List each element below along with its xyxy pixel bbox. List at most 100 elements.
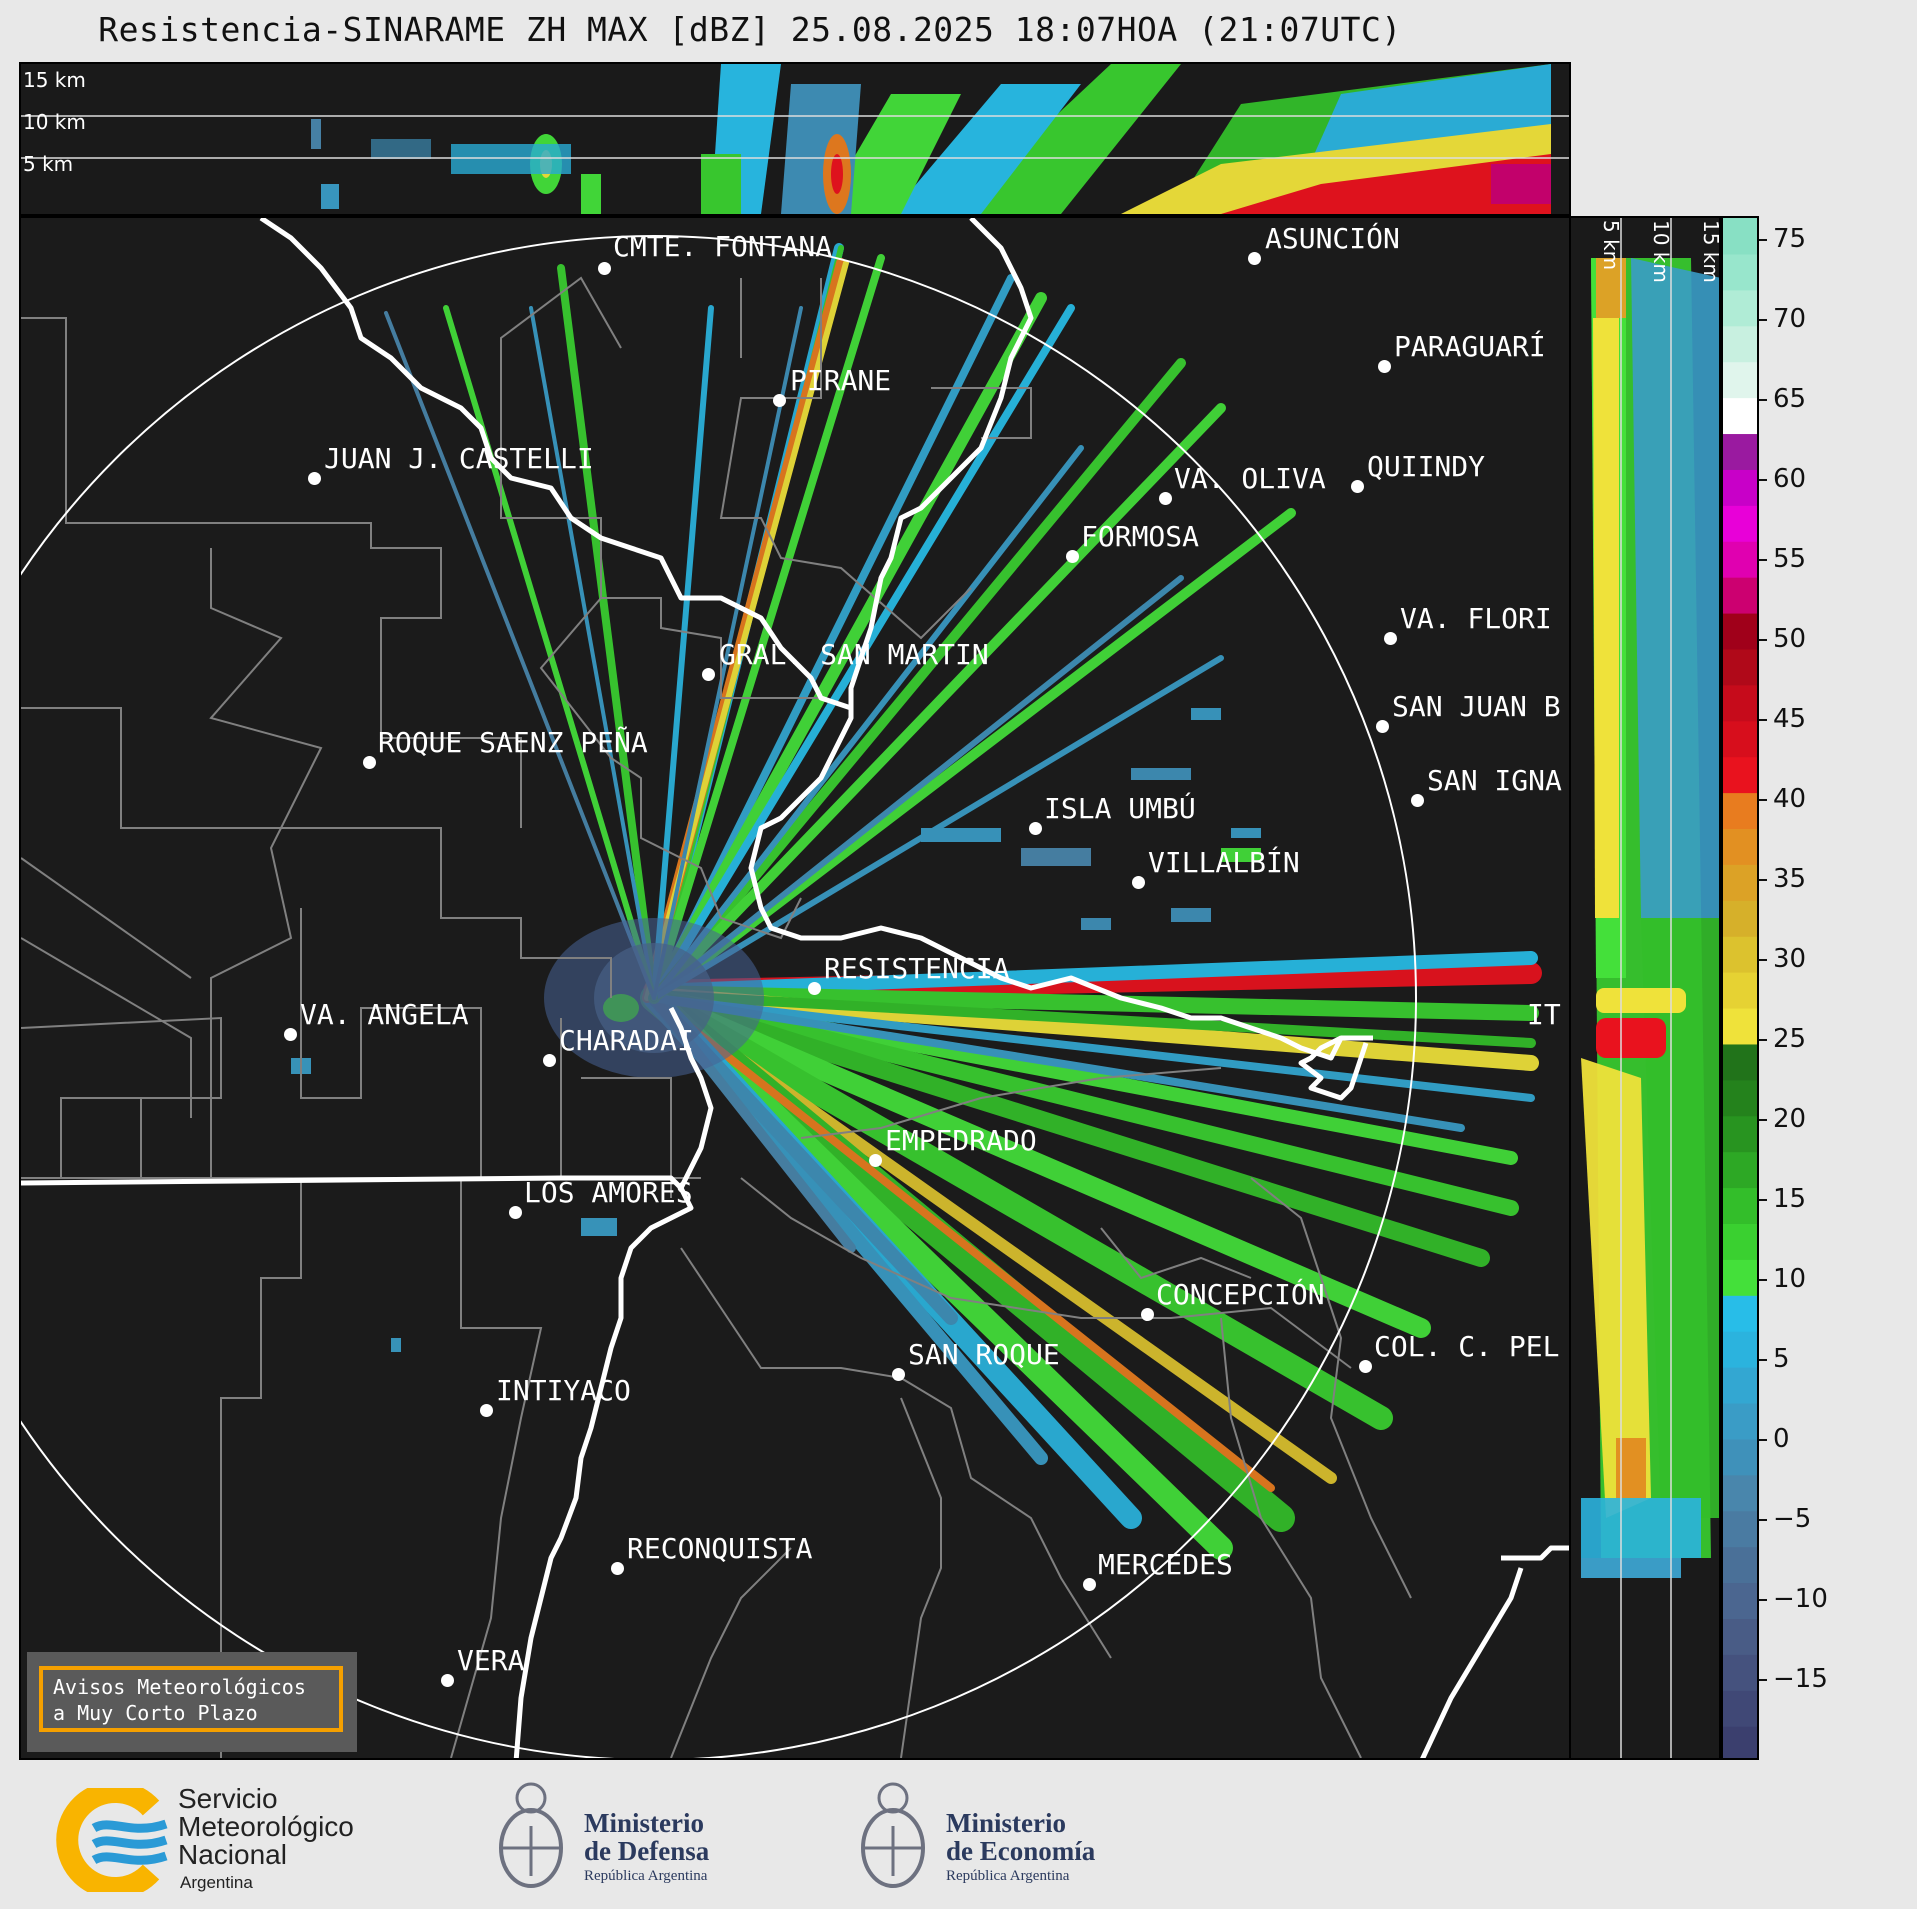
city-label-villalbin: VILLALBÍN <box>1148 846 1300 879</box>
city-label-cmte-fontana: CMTE. FONTANA <box>613 230 833 263</box>
colorbar-segment <box>1723 1259 1757 1296</box>
city-label-vera: VERA <box>457 1644 525 1677</box>
defensa-coat-of-arms-icon <box>499 1782 563 1888</box>
city-label-formosa: FORMOSA <box>1081 520 1200 553</box>
city-label-paraguari: PARAGUARÍ <box>1394 330 1546 363</box>
colorbar-segment <box>1723 1438 1757 1476</box>
city-label-roque-saenz-pena: ROQUE SAENZ PEÑA <box>378 726 648 759</box>
city-label-empedrado: EMPEDRADO <box>885 1124 1037 1157</box>
smn-line-3: Nacional <box>178 1839 287 1870</box>
city-label-isla-umbu: ISLA UMBÚ <box>1044 792 1196 825</box>
colorbar-tick-minus10: −10 <box>1759 1584 1828 1614</box>
city-label-va-angela: VA. ANGELA <box>300 998 469 1031</box>
colorbar-segment <box>1723 684 1757 722</box>
side-km-label-5: 5 km <box>1599 220 1623 271</box>
city-label-reconquista: RECONQUISTA <box>627 1532 813 1565</box>
city-label-quiindy: QUIINDY <box>1367 450 1486 483</box>
economia-coat-of-arms-icon <box>861 1782 925 1888</box>
colorbar-segment <box>1723 1223 1757 1260</box>
city-dot-cmte-fontana <box>598 262 611 275</box>
footer-logos: Servicio Meteorológico Nacional Argentin… <box>0 1760 1917 1909</box>
side-km-label-15: 15 km <box>1699 220 1721 283</box>
range-ring <box>21 235 1417 1758</box>
city-label-va-oliva: VA. OLIVA <box>1174 462 1326 495</box>
colorbar-segment <box>1723 1187 1757 1224</box>
colorbar-segment <box>1723 1007 1757 1045</box>
smn-logo-icon <box>56 1788 168 1892</box>
colorbar-segment <box>1723 289 1757 327</box>
city-label-concepcion: CONCEPCIÓN <box>1156 1278 1325 1311</box>
colorbar-segment <box>1723 648 1757 686</box>
colorbar-segment <box>1723 900 1757 937</box>
city-dot-va-flori <box>1384 632 1397 645</box>
city-dot-mercedes <box>1083 1578 1096 1591</box>
smn-line-1: Servicio <box>178 1783 278 1814</box>
colorbar-tick-40: 40 <box>1759 784 1806 814</box>
city-label-asuncion: ASUNCIÓN <box>1265 222 1400 255</box>
smn-line-4: Argentina <box>180 1873 253 1892</box>
colorbar-segment <box>1723 828 1757 865</box>
colorbar-tick-5: 5 <box>1759 1344 1790 1374</box>
colorbar-segment <box>1723 1546 1757 1584</box>
colorbar-segment <box>1723 1151 1757 1189</box>
city-label-va-flori: VA. FLORI <box>1400 602 1552 635</box>
city-dot-formosa <box>1066 550 1079 563</box>
city-dot-asuncion <box>1248 252 1261 265</box>
city-label-charadai: CHARADAI <box>559 1024 694 1057</box>
city-dot-roque-saenz-pena <box>363 756 376 769</box>
colorbar-segment <box>1723 1690 1757 1727</box>
colorbar-tick-75: 75 <box>1759 224 1806 254</box>
avisos-frame: Avisos Meteorológicos a Muy Corto Plazo <box>39 1666 343 1732</box>
radar-map-canvas <box>21 218 1569 1758</box>
map-title: Resistencia-SINARAME ZH MAX [dBZ] 25.08.… <box>98 10 1402 49</box>
colorbar-segment <box>1723 756 1757 794</box>
colorbar-segment <box>1723 1367 1757 1404</box>
defensa-line-2: de Defensa <box>584 1836 710 1866</box>
city-dot-empedrado <box>869 1154 882 1167</box>
colorbar-segment <box>1723 469 1757 506</box>
city-label-col-c-pel: COL. C. PEL <box>1374 1330 1560 1363</box>
colorbar-segment <box>1723 1474 1757 1512</box>
colorbar-tick-70: 70 <box>1759 304 1806 334</box>
city-label-juan-j-castelli: JUAN J. CASTELLI <box>324 442 594 475</box>
colorbar-tick-50: 50 <box>1759 624 1806 654</box>
city-dot-quiindy <box>1351 480 1364 493</box>
economia-sub: República Argentina <box>946 1868 1070 1884</box>
city-label-pirane: PIRANE <box>790 364 892 397</box>
city-dot-va-angela <box>284 1028 297 1041</box>
colorbar-segment <box>1723 936 1757 973</box>
colorbar-tick-10: 10 <box>1759 1264 1806 1294</box>
colorbar-segment <box>1723 1079 1757 1117</box>
top-km-label-10: 10 km <box>23 110 86 134</box>
colorbar-segment <box>1723 1043 1757 1081</box>
colorbar-segment <box>1723 864 1757 901</box>
colorbar-ticks: 75 70 65 60 55 50 45 40 35 30 25 20 15 1… <box>1759 216 1909 1760</box>
city-label-it: IT <box>1527 998 1561 1031</box>
city-label-san-igna: SAN IGNA <box>1427 764 1562 797</box>
colorbar-segment <box>1723 361 1757 399</box>
radar-map: CMTE. FONTANA ASUNCIÓN PARAGUARÍ PIRANE … <box>19 216 1571 1760</box>
economia-line-1: Ministerio <box>946 1808 1066 1838</box>
colorbar-segment <box>1723 1295 1757 1332</box>
colorbar-segment <box>1723 972 1757 1009</box>
city-dot-juan-j-castelli <box>308 472 321 485</box>
defensa-line-1: Ministerio <box>584 1808 704 1838</box>
colorbar-tick-25: 25 <box>1759 1024 1806 1054</box>
city-label-mercedes: MERCEDES <box>1098 1548 1233 1581</box>
colorbar-tick-15: 15 <box>1759 1184 1806 1214</box>
city-label-los-amores: LOS AMORES <box>524 1176 693 1209</box>
colorbar-tick-45: 45 <box>1759 704 1806 734</box>
colorbar-segment <box>1723 1115 1757 1153</box>
avisos-line-1: Avisos Meteorológicos <box>53 1675 306 1699</box>
city-label-san-roque: SAN ROQUE <box>908 1338 1060 1371</box>
city-label-san-juan-b: SAN JUAN B <box>1392 690 1561 723</box>
colorbar-segment <box>1723 1654 1757 1691</box>
city-dot-va-oliva <box>1159 492 1172 505</box>
colorbar-tick-minus5: −5 <box>1759 1504 1811 1534</box>
avisos-line-2: a Muy Corto Plazo <box>53 1701 258 1725</box>
colorbar-tick-65: 65 <box>1759 384 1806 414</box>
colorbar-segment <box>1723 577 1757 614</box>
colorbar-segment <box>1723 1582 1757 1619</box>
city-dot-charadai <box>543 1054 556 1067</box>
colorbar-tick-60: 60 <box>1759 464 1806 494</box>
